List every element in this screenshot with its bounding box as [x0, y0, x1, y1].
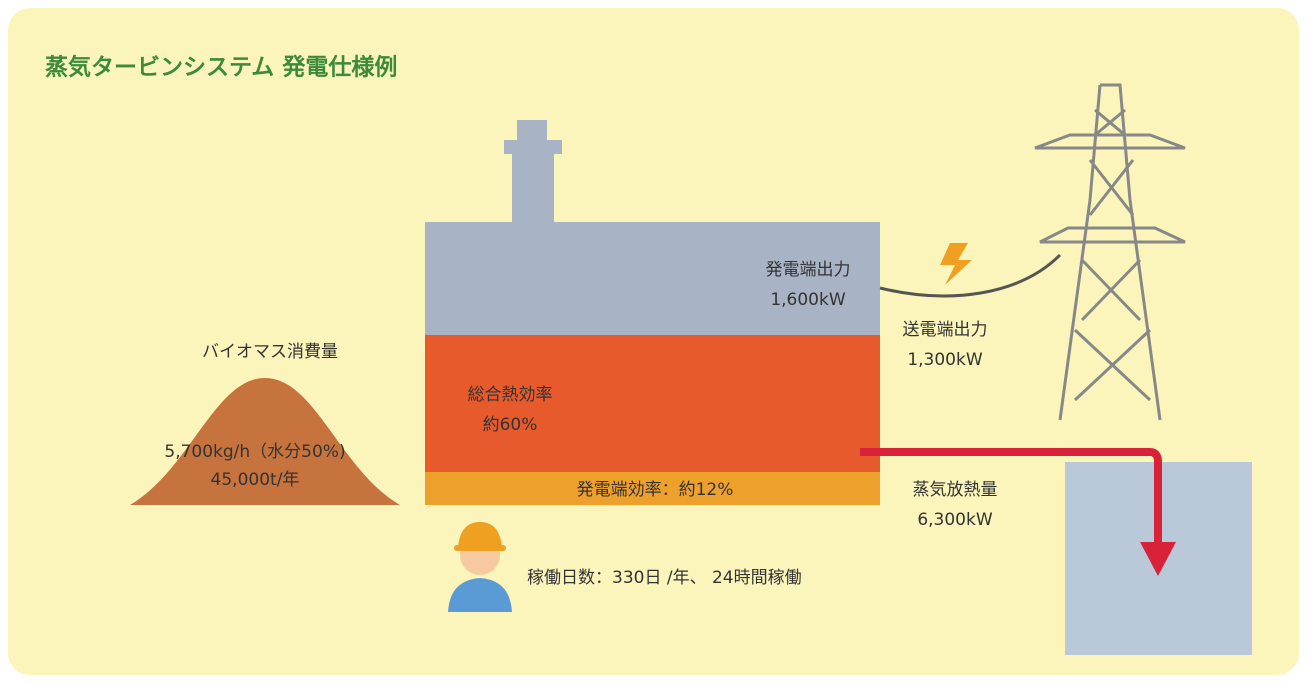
power-efficiency: 発電端効率：約12% [577, 480, 734, 500]
title: 蒸気タービンシステム 発電仕様例 [45, 54, 397, 81]
heat-label: 蒸気放熱量 [913, 480, 998, 500]
diagram: 蒸気タービンシステム 発電仕様例 バイオマス消費量 5,700kg/h（水分50… [0, 0, 1307, 683]
gross-output-label: 発電端出力 [766, 260, 851, 280]
thermal-efficiency-label: 総合熱効率 [468, 385, 553, 405]
transmission-label: 送電端出力 [903, 320, 988, 340]
heat-value: 6,300kW [917, 510, 993, 530]
transmission-value: 1,300kW [907, 350, 983, 370]
gross-output: 1,600kW [770, 290, 846, 310]
thermal-efficiency: 約60% [483, 415, 538, 435]
biomass-rate: 5,700kg/h（水分50%) [164, 442, 345, 462]
biomass-label: バイオマス消費量 [202, 342, 338, 362]
operation: 稼働日数：330日 /年、 24時間稼働 [527, 568, 802, 588]
biomass-annual: 45,000t/年 [211, 470, 300, 490]
